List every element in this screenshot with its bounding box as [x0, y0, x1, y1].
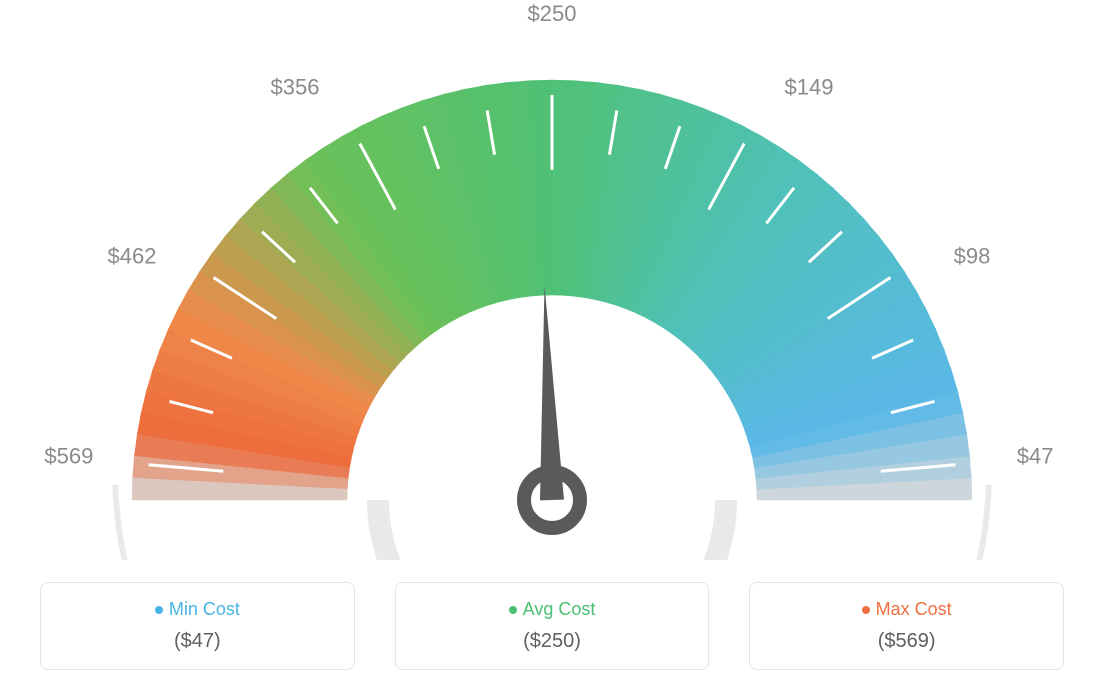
legend-box: Max Cost ($569)	[749, 582, 1064, 670]
legend-dot-icon	[155, 606, 163, 614]
gauge-tick-label: $250	[528, 1, 577, 26]
gauge-tick-label: $98	[954, 243, 991, 268]
legend-label: Max Cost	[876, 599, 952, 619]
legend-title: Avg Cost	[406, 599, 699, 620]
legend-row: Min Cost ($47) Avg Cost ($250) Max Cost ($569…	[0, 582, 1104, 670]
gauge-svg: $47 $98 $149 $250 $356 $462 $569	[0, 0, 1104, 560]
gauge-tick-label: $47	[1017, 444, 1054, 469]
legend-value: ($47)	[51, 630, 344, 653]
legend-label: Min Cost	[169, 599, 240, 619]
legend-box: Min Cost ($47)	[40, 582, 355, 670]
legend-label: Avg Cost	[523, 599, 596, 619]
cost-gauge: $47 $98 $149 $250 $356 $462 $569	[0, 0, 1104, 560]
legend-dot-icon	[509, 606, 517, 614]
gauge-tick-label: $356	[271, 75, 320, 100]
legend-title: Max Cost	[760, 599, 1053, 620]
legend-value: ($250)	[406, 630, 699, 653]
legend-title: Min Cost	[51, 599, 344, 620]
legend-value: ($569)	[760, 630, 1053, 653]
gauge-tick-label: $149	[785, 75, 834, 100]
legend-dot-icon	[862, 606, 870, 614]
gauge-tick-label: $569	[44, 444, 93, 469]
gauge-tick-label: $462	[108, 243, 157, 268]
legend-box: Avg Cost ($250)	[395, 582, 710, 670]
